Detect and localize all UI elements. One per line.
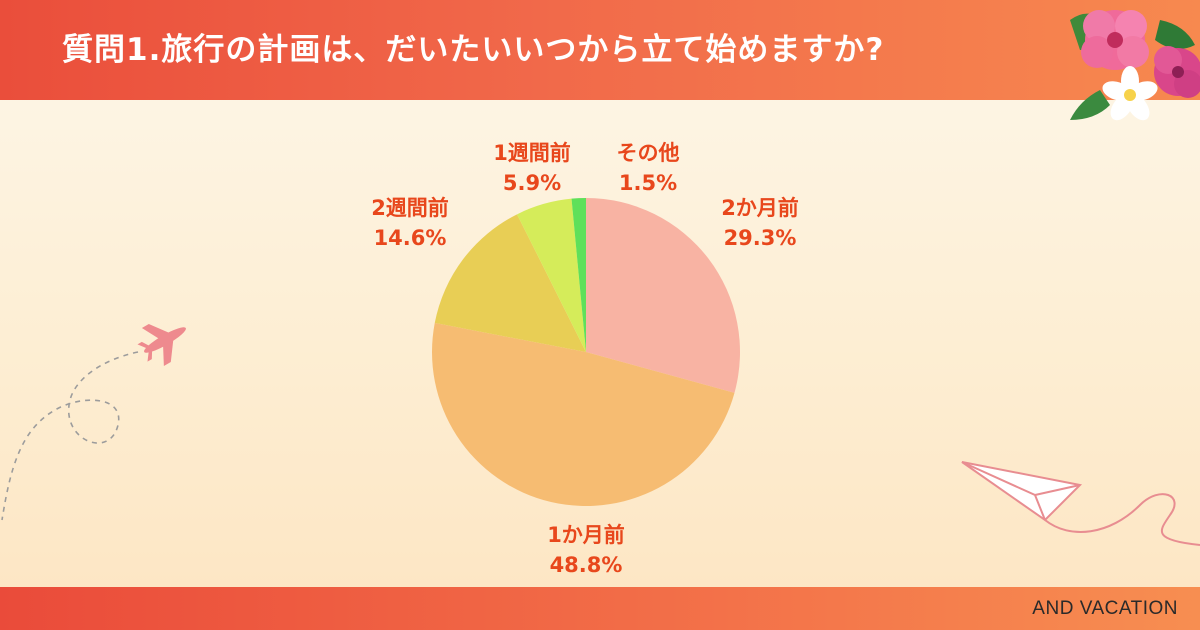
- slice-value-label-2: 48.8%: [550, 553, 623, 577]
- brand-name: AND VACATION: [1032, 598, 1178, 619]
- slice-label-4: 1週間前: [493, 141, 571, 165]
- header-banner: [0, 0, 1200, 100]
- pie-slice-1: [586, 198, 740, 393]
- slice-label-1: 2か月前: [721, 196, 799, 220]
- slice-value-label-5: 1.5%: [619, 171, 677, 195]
- footer-bar: [0, 587, 1200, 630]
- pie-slice-4: [517, 198, 586, 352]
- slice-value-label-4: 5.9%: [503, 171, 561, 195]
- airplane-icon: [137, 323, 186, 367]
- slice-value-label-1: 29.3%: [724, 226, 797, 250]
- slice-label-5: その他: [617, 141, 680, 165]
- pie-slice-5: [571, 198, 586, 352]
- page-title: 質問1.旅行の計画は、だいたいいつから立て始めますか?: [62, 32, 885, 68]
- slice-label-2: 1か月前: [547, 523, 625, 547]
- slice-value-label-3: 14.6%: [374, 226, 447, 250]
- pie-slice-3: [434, 214, 586, 352]
- paper-plane-icon: [961, 461, 1200, 546]
- hibiscus-flower-icon: [1070, 10, 1200, 121]
- slice-label-3: 2週間前: [371, 196, 449, 220]
- pie-slice-2: [432, 322, 735, 506]
